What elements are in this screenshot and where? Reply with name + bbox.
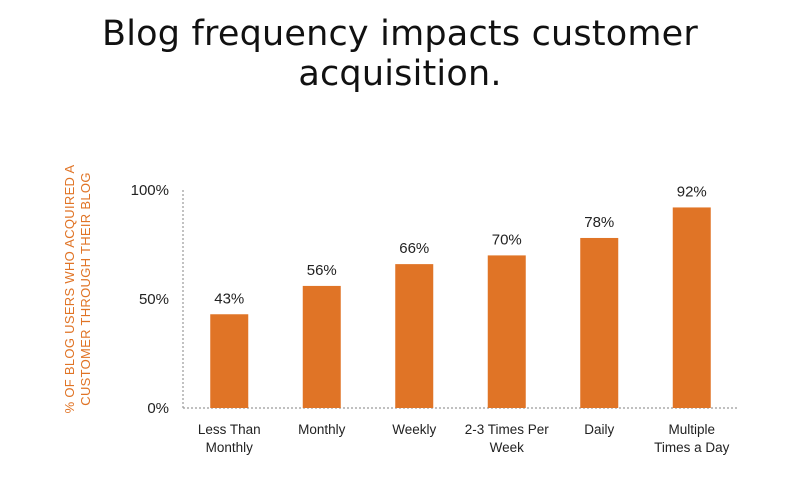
category-label: Weekly	[392, 422, 436, 437]
data-label: 56%	[307, 262, 337, 279]
category-label: 2-3 Times Per Week	[465, 422, 550, 455]
y-axis: 0% 50% 100%	[131, 182, 184, 417]
y-axis-title: % OF BLOG USERS WHO ACQUIRED ACUSTOMER T…	[62, 165, 93, 414]
category-label: Daily	[584, 422, 614, 437]
bar	[487, 255, 526, 408]
bar	[302, 285, 341, 408]
page-title: Blog frequency impacts customer acquisit…	[102, 14, 698, 94]
y-tick-label: 50%	[139, 291, 169, 308]
bars	[210, 207, 711, 408]
data-label: 78%	[584, 214, 614, 231]
data-labels: 43% 56% 66% 70% 78% 92%	[214, 183, 707, 307]
bar	[672, 207, 711, 408]
category-label: Multiple Times a Day	[654, 422, 730, 455]
bar	[580, 237, 619, 408]
bar	[395, 264, 434, 408]
y-axis-label: % OF BLOG USERS WHO ACQUIRED ACUSTOMER T…	[62, 165, 93, 414]
category-label: Monthly	[298, 422, 346, 437]
data-label: 43%	[214, 290, 244, 307]
bar	[210, 314, 249, 408]
category-labels: Less Than Monthly Monthly Weekly 2-3 Times P…	[198, 422, 730, 455]
category-label: Less Than Monthly	[198, 422, 261, 455]
data-label: 70%	[492, 231, 522, 248]
y-tick-label: 0%	[147, 400, 169, 417]
data-label: 92%	[677, 183, 707, 200]
y-tick-label: 100%	[131, 182, 169, 199]
data-label: 66%	[399, 240, 429, 257]
